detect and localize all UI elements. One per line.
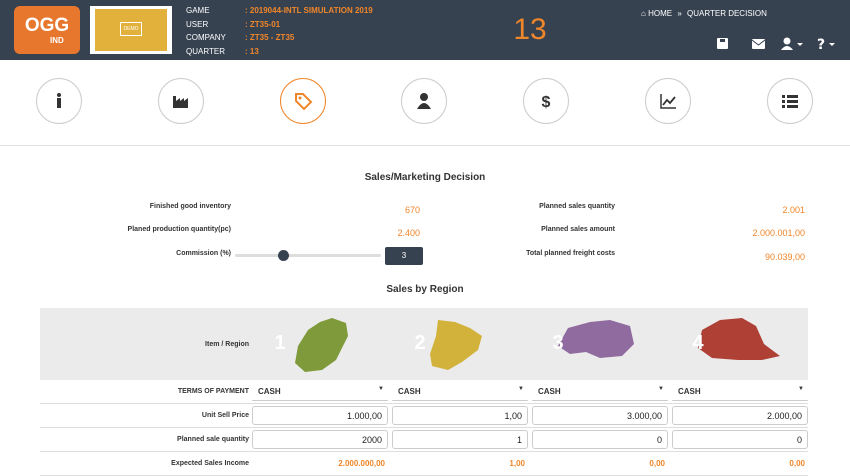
- region-map[interactable]: [698, 318, 780, 360]
- input-field[interactable]: 1: [392, 430, 528, 449]
- field-value: 2.000.001,00: [752, 228, 805, 238]
- input-field[interactable]: 2.000,00: [672, 406, 808, 425]
- step-sales[interactable]: [280, 78, 326, 124]
- select-arrow: ▼: [378, 386, 384, 392]
- input-field[interactable]: 0: [532, 430, 668, 449]
- step-reports[interactable]: [645, 78, 691, 124]
- sales-income: 2.000.000,00: [338, 459, 385, 468]
- step-info[interactable]: [36, 78, 82, 124]
- info-value[interactable]: : ZT35 - ZT35: [245, 33, 295, 42]
- payment-select[interactable]: CASH ▼: [532, 382, 668, 401]
- region-number: 3: [552, 332, 564, 354]
- field-label: Finished good inventory: [149, 203, 231, 210]
- payment-select[interactable]: CASH ▼: [392, 382, 528, 401]
- region-number: 1: [274, 332, 286, 354]
- step-finance[interactable]: $: [523, 78, 569, 124]
- step-production[interactable]: [158, 78, 204, 124]
- region-number: 2: [414, 332, 426, 354]
- mail-icon[interactable]: [752, 39, 765, 49]
- select-arrow: ▼: [658, 386, 664, 392]
- logo[interactable]: OGG IND: [14, 6, 80, 54]
- breadcrumb-current: QUARTER DECISION: [687, 9, 767, 18]
- row: [40, 428, 808, 452]
- region-map[interactable]: [558, 320, 634, 358]
- payment-select[interactable]: CASH ▼: [252, 382, 388, 401]
- row-label: TERMS OF PAYMENT: [177, 388, 249, 395]
- table-header: Item / Region 1 2 3 4: [40, 308, 808, 380]
- info-value[interactable]: : 13: [245, 46, 259, 56]
- info-label: GAME: [186, 6, 210, 15]
- breadcrumb-home[interactable]: HOME: [648, 9, 673, 18]
- commission-slider[interactable]: [235, 254, 381, 257]
- sales-income: 0,00: [649, 459, 665, 468]
- field-label: Total planned freight costs: [526, 250, 615, 257]
- row: [40, 404, 808, 428]
- field-value: 670: [404, 205, 420, 215]
- field-label: Planed production quantity(pc): [127, 226, 231, 233]
- field-label: Commission (%): [176, 250, 231, 257]
- form-title: Sales/Marketing Decision: [364, 172, 486, 183]
- step-list[interactable]: [767, 78, 813, 124]
- help-icon[interactable]: ?: [817, 37, 825, 52]
- save-icon[interactable]: [717, 38, 728, 49]
- quarter-big: 13: [513, 13, 547, 46]
- field-value: 2.400: [397, 228, 420, 238]
- row-label: Planned sale quantity: [177, 436, 249, 443]
- field-label: Planned sales quantity: [539, 203, 615, 210]
- header: OGG IND DEMO 13 ⌂ HOME » QUARTER DECISIO…: [0, 0, 850, 60]
- breadcrumb: ⌂ HOME » QUARTER DECISION: [641, 9, 767, 18]
- demo-label: DEMO: [120, 22, 142, 36]
- corner-label: Item / Region: [205, 341, 249, 348]
- info-label: COMPANY: [186, 33, 226, 42]
- region-map[interactable]: [295, 318, 348, 372]
- toolbar-icons: ?: [717, 37, 835, 52]
- svg-text:$: $: [542, 94, 551, 111]
- region-map[interactable]: [430, 320, 482, 370]
- sales-income: 0,00: [789, 459, 805, 468]
- step-hr[interactable]: [401, 78, 447, 124]
- select-arrow: ▼: [798, 386, 804, 392]
- info-value: : ZT35-01: [245, 19, 281, 29]
- field-value: 2.001: [782, 205, 805, 215]
- row-label: Unit Sell Price: [201, 412, 249, 419]
- input-field[interactable]: 2000: [252, 430, 388, 449]
- input-field[interactable]: 0: [672, 430, 808, 449]
- region-number: 4: [692, 332, 704, 354]
- info-label: QUARTER: [186, 46, 225, 56]
- sales-income: 1,00: [509, 459, 525, 468]
- input-field[interactable]: 1.000,00: [252, 406, 388, 425]
- step-nav: $: [0, 60, 850, 146]
- info-label: USER: [186, 19, 209, 29]
- slider-thumb[interactable]: [278, 250, 289, 261]
- logo-sub: IND: [50, 36, 64, 45]
- field-label: Planned sales amount: [541, 226, 615, 233]
- row-label: Expected Sales Income: [171, 460, 249, 467]
- table-title: Sales by Region: [386, 284, 464, 295]
- row: [40, 380, 808, 404]
- commission-value: 3: [385, 247, 423, 265]
- select-arrow: ▼: [518, 386, 524, 392]
- user-icon[interactable]: [783, 37, 791, 45]
- input-field[interactable]: 3.000,00: [532, 406, 668, 425]
- info-value: : 2019044-INTL SIMULATION 2019: [245, 6, 373, 15]
- input-field[interactable]: 1,00: [392, 406, 528, 425]
- company-image: DEMO: [90, 6, 172, 54]
- payment-select[interactable]: CASH ▼: [672, 382, 808, 401]
- logo-text: OGG: [24, 15, 70, 36]
- field-value: 90.039,00: [764, 252, 805, 262]
- region-maps: [295, 318, 780, 372]
